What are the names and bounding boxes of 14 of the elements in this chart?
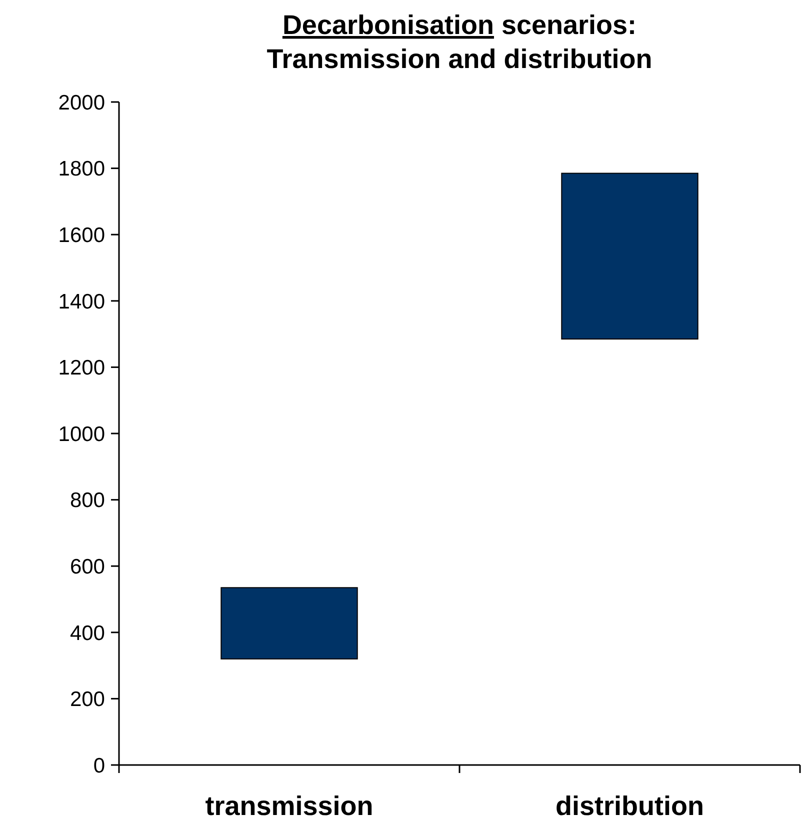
y-tick-label: 1000 (58, 422, 105, 446)
y-tick-label: 1400 (58, 290, 105, 314)
y-tick-label: 600 (70, 555, 105, 578)
y-tick-label: 400 (70, 622, 105, 645)
y-tick-label: 200 (70, 688, 105, 712)
y-tick-label: 1600 (58, 224, 105, 247)
chart-title: Decarbonisation scenarios: Transmission and distribution (266, 10, 652, 74)
y-tick-label: 1200 (58, 356, 105, 380)
y-tick-label: 1800 (58, 158, 105, 181)
y-tick-label: 0 (93, 754, 105, 778)
y-tick-label: 800 (70, 489, 105, 512)
x-tick-label: transmission (205, 791, 374, 821)
x-tick-label: distribution (556, 791, 704, 821)
y-tick-label: 2000 (58, 91, 105, 114)
